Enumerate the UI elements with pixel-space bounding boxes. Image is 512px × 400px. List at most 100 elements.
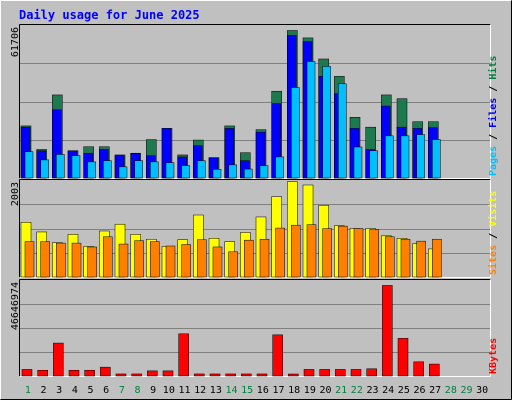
- x-tick-label: 24: [382, 385, 394, 396]
- bar-pages-day-24: [385, 135, 394, 179]
- bar-kbytes-day-7: [115, 373, 127, 377]
- series-pages: [24, 61, 441, 179]
- bar-kbytes-day-13: [209, 373, 221, 377]
- bar-kbytes-day-24: [382, 285, 393, 377]
- bar-pages-day-9: [150, 161, 159, 179]
- bar-pages-day-26: [416, 134, 425, 179]
- bar-pages-day-3: [56, 154, 65, 179]
- bar-pages-day-22: [353, 146, 363, 179]
- bar-pages-day-18: [291, 87, 300, 179]
- chart-title: Daily usage for June 2025: [19, 8, 200, 22]
- x-tick-label: 3: [56, 385, 62, 396]
- bar-sites-day-4: [71, 242, 82, 278]
- y-max-label: 46646974: [10, 282, 21, 330]
- bar-kbytes-day-12: [194, 373, 205, 377]
- bar-pages-day-20: [322, 66, 331, 179]
- bar-sites-day-14: [228, 251, 238, 278]
- x-tick-label: 15: [241, 385, 253, 396]
- axis-label-separator: /: [488, 227, 499, 245]
- bar-sites-day-22: [353, 228, 364, 278]
- panel-visits-sites: 2003 Sites / Visits: [10, 179, 499, 278]
- bar-sites-day-10: [165, 245, 176, 278]
- bar-pages-day-14: [228, 164, 237, 179]
- x-tick-label: 6: [103, 385, 109, 396]
- bar-pages-day-2: [40, 159, 49, 179]
- x-tick-label: 28: [445, 385, 457, 396]
- bar-kbytes-day-14: [225, 373, 236, 377]
- bar-kbytes-day-10: [162, 370, 174, 377]
- bar-sites-day-12: [197, 239, 207, 278]
- x-axis-labels: 1 2 3 4 5 6 7 8 9 10 11 12 13 14 15 16 17 18 19 20 21 22 23 24 2…: [25, 385, 488, 396]
- x-tick-label: 19: [304, 385, 316, 396]
- x-tick-label: 4: [72, 385, 78, 396]
- axis-label-kbytes: KBytes: [488, 338, 499, 374]
- bar-sites-day-23: [369, 229, 379, 278]
- bar-pages-day-15: [244, 168, 253, 179]
- bar-sites-day-27: [432, 238, 442, 278]
- x-tick-label: 18: [288, 385, 300, 396]
- y-max-label: 61706: [10, 27, 21, 57]
- bar-sites-day-9: [150, 241, 160, 278]
- x-tick-label: 23: [366, 385, 378, 396]
- bar-pages-day-1: [24, 151, 34, 179]
- bar-sites-day-8: [134, 240, 144, 278]
- bar-pages-day-21: [338, 83, 347, 179]
- bar-pages-day-12: [197, 160, 206, 179]
- bar-pages-day-16: [259, 165, 269, 179]
- axis-label-sites: Sites: [487, 245, 499, 275]
- bar-pages-day-10: [165, 162, 175, 179]
- bar-kbytes-day-18: [288, 373, 299, 377]
- x-tick-label: 5: [87, 385, 93, 396]
- x-tick-label: 14: [225, 385, 237, 396]
- x-tick-label: 26: [413, 385, 425, 396]
- bar-pages-day-5: [87, 161, 96, 179]
- bar-sites-day-25: [400, 238, 411, 278]
- x-tick-label: 21: [335, 385, 347, 396]
- series-sites: [24, 224, 442, 278]
- bar-kbytes-day-26: [413, 361, 424, 377]
- axis-label-kbytes: KBytes: [488, 338, 499, 374]
- bar-sites-day-21: [338, 225, 348, 278]
- bar-kbytes-day-3: [53, 342, 64, 377]
- x-tick-label: 2: [40, 385, 46, 396]
- axis-label-pages: Pages: [488, 146, 499, 176]
- x-tick-label: 12: [194, 385, 206, 396]
- x-tick-label: 1: [25, 385, 31, 396]
- bar-kbytes-day-11: [178, 333, 189, 377]
- bar-pages-day-27: [432, 139, 441, 179]
- x-tick-label: 20: [319, 385, 331, 396]
- bar-kbytes-day-8: [131, 373, 142, 377]
- x-tick-label: 10: [163, 385, 175, 396]
- x-tick-label: 17: [272, 385, 284, 396]
- panel-background: [20, 25, 490, 178]
- bar-pages-day-17: [275, 156, 284, 179]
- bar-sites-day-2: [40, 241, 50, 278]
- bar-pages-day-4: [71, 155, 81, 179]
- x-tick-label: 13: [210, 385, 222, 396]
- bar-kbytes-day-16: [256, 373, 268, 377]
- axis-label-hits: Hits: [487, 56, 499, 80]
- bar-sites-day-5: [87, 246, 97, 278]
- bar-sites-day-19: [306, 224, 317, 278]
- x-tick-label: 16: [257, 385, 269, 396]
- bar-sites-day-17: [275, 227, 285, 278]
- bar-sites-day-20: [322, 228, 332, 278]
- chart-panels: 61706 Pages / Files / Hits 2003 Sites / Vis…: [10, 24, 499, 377]
- x-tick-label: 9: [150, 385, 156, 396]
- bar-sites-day-1: [24, 241, 35, 278]
- bar-sites-day-13: [212, 246, 223, 278]
- x-tick-label: 11: [178, 385, 190, 396]
- bar-sites-day-16: [259, 238, 270, 278]
- bar-sites-day-6: [103, 236, 113, 278]
- bar-pages-day-6: [103, 160, 112, 179]
- bar-kbytes-day-27: [429, 363, 440, 377]
- panel-background: [20, 180, 490, 277]
- bar-kbytes-day-23: [366, 368, 377, 377]
- bar-kbytes-day-25: [397, 338, 409, 377]
- bar-kbytes-day-4: [68, 369, 80, 377]
- bar-sites-day-15: [244, 239, 254, 278]
- bar-pages-day-13: [212, 169, 222, 179]
- bar-sites-day-11: [181, 244, 191, 278]
- bar-sites-day-24: [385, 236, 395, 278]
- bar-kbytes-day-19: [303, 369, 315, 377]
